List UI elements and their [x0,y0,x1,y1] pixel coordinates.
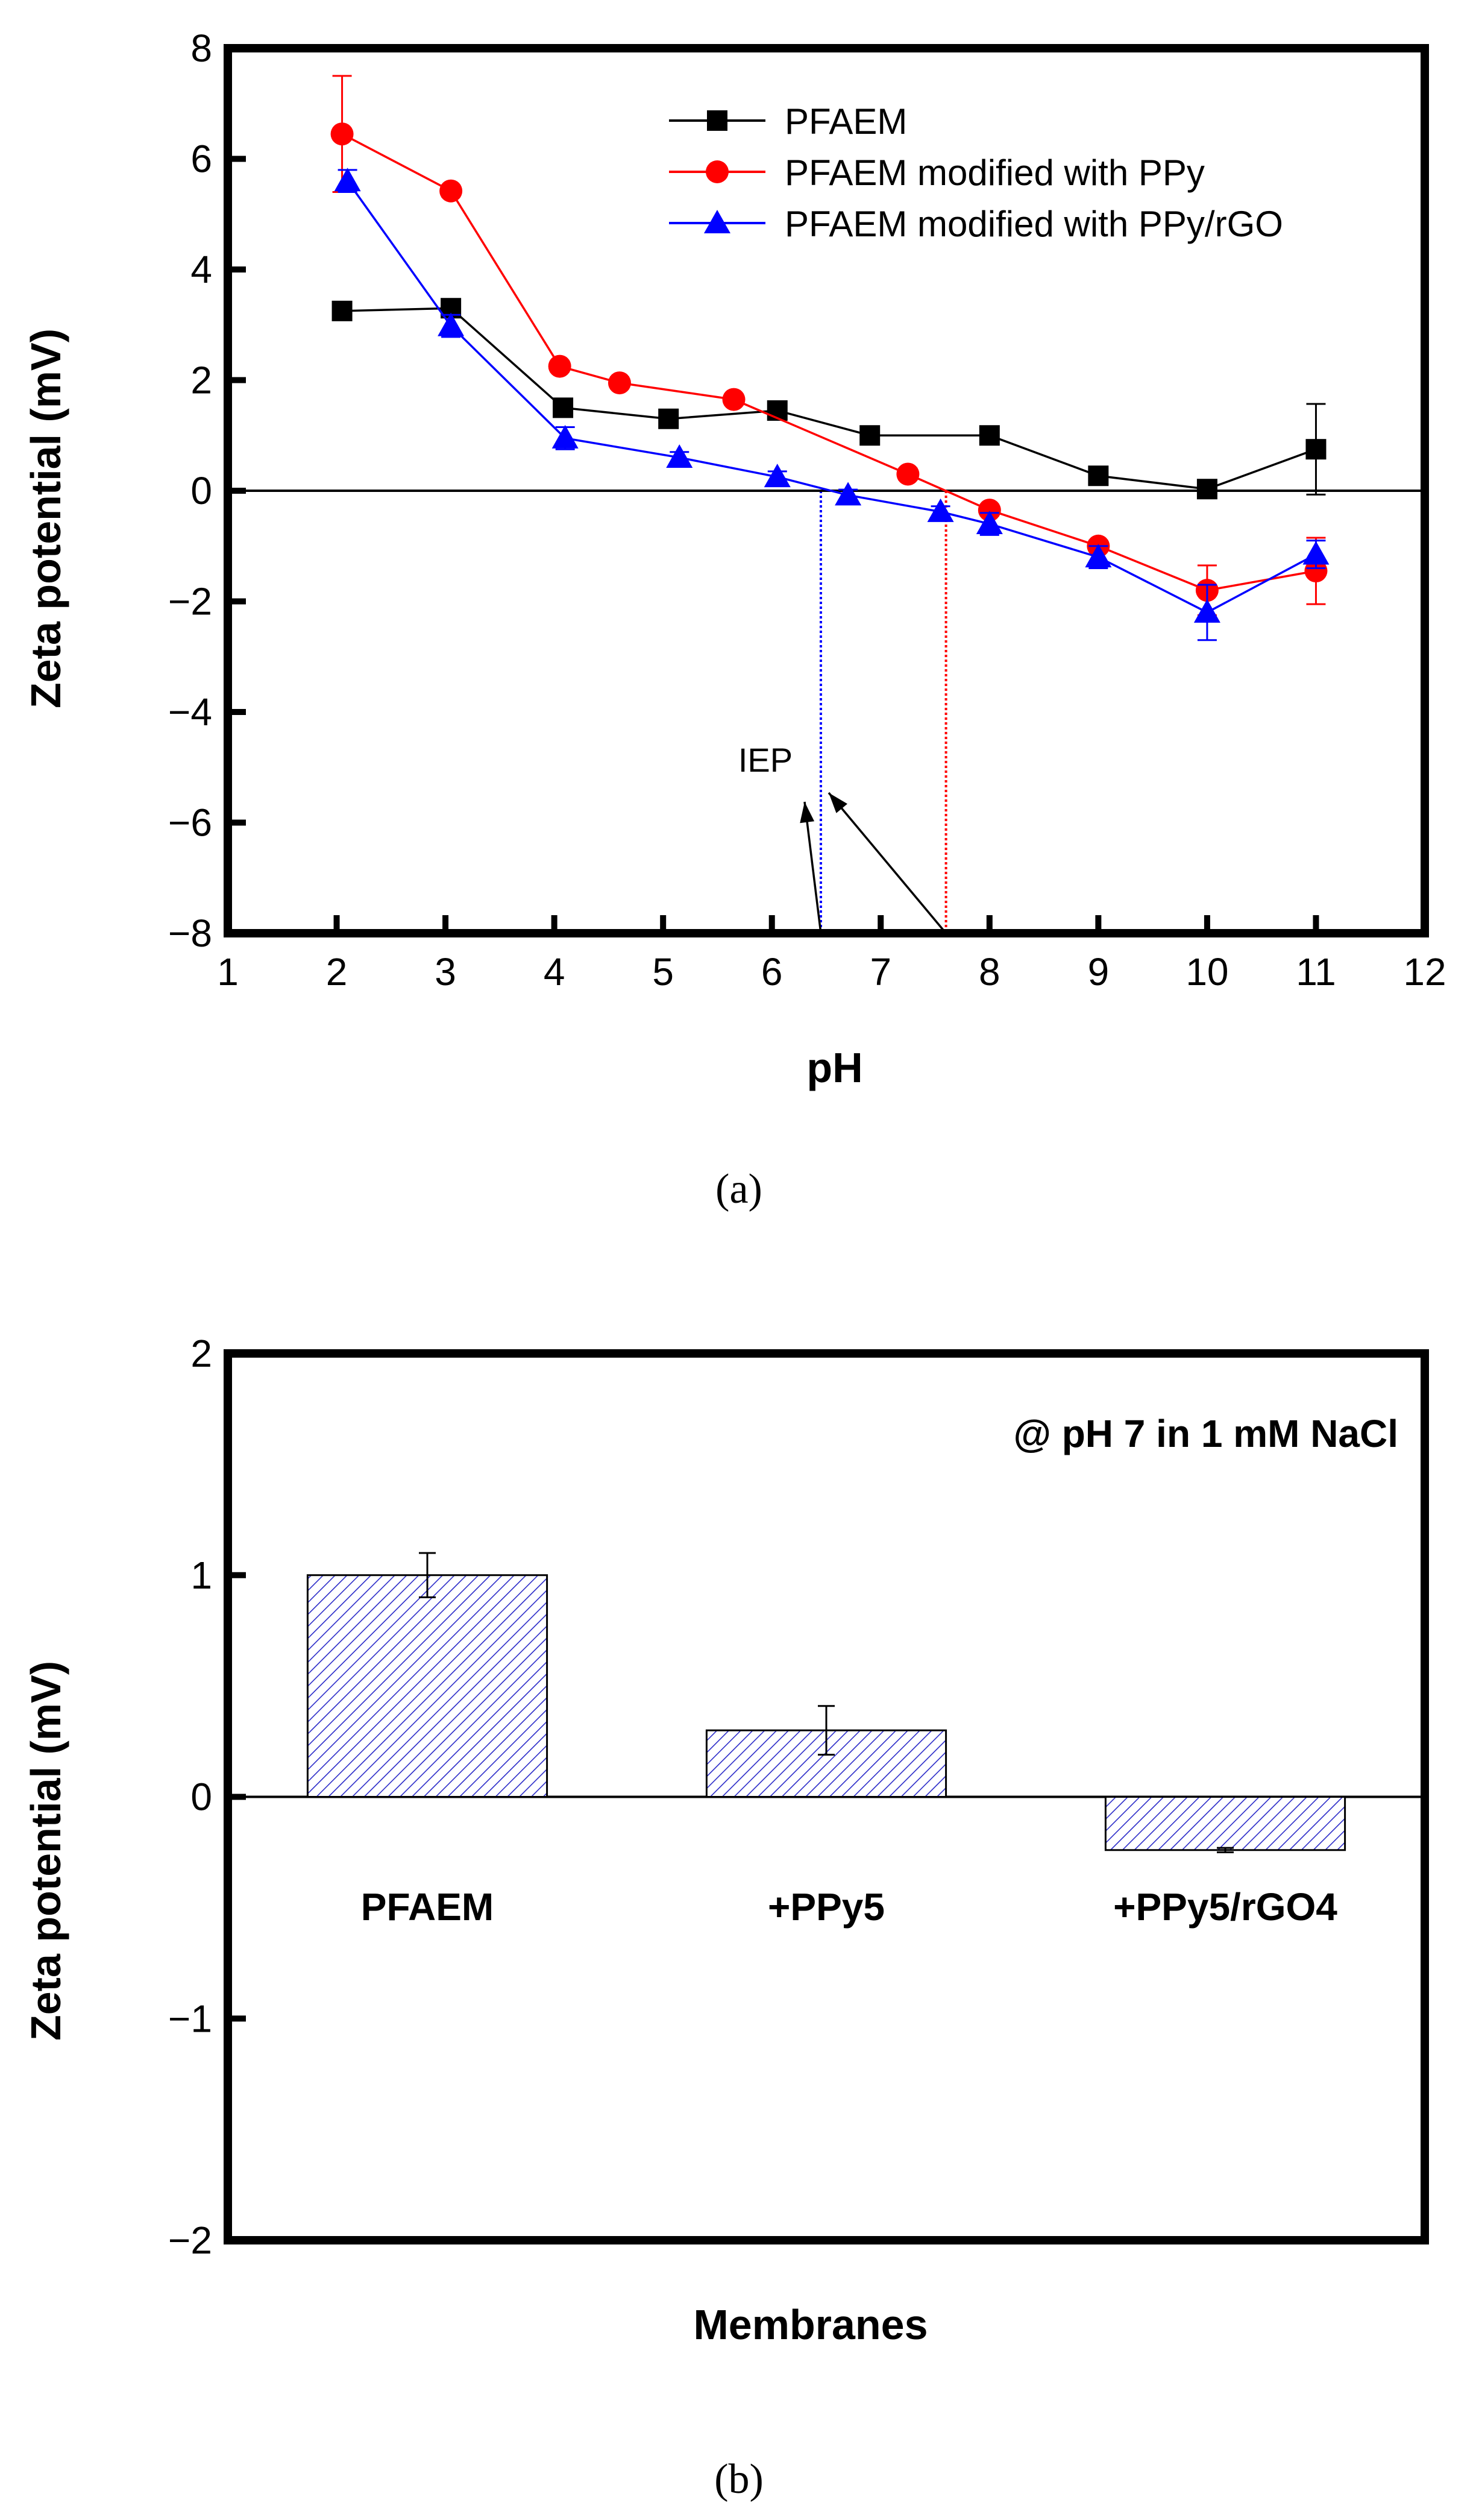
y-tick-label: 8 [190,27,212,70]
data-point [706,160,729,183]
x-tick-label: 12 [1403,950,1446,994]
data-point [978,499,1001,522]
y-tick-label: 0 [190,469,212,512]
bar [1104,1796,1346,1851]
y-tick-label: 1 [190,1554,212,1597]
x-tick-label: 9 [1088,950,1110,994]
x-axis-title: pH [806,1044,862,1091]
legend-label: PFAEM modified with PPy [785,153,1205,193]
y-tick-label: −6 [168,801,212,845]
data-point [1304,559,1328,583]
data-point [707,110,727,131]
legend-item-0: PFAEM [669,101,907,142]
x-tick-label: 10 [1186,950,1228,994]
x-tick-label: 5 [652,950,674,994]
y-tick-label: −2 [168,2219,212,2262]
data-point [976,511,1003,535]
panel-b-caption: (b) [714,2456,764,2503]
data-point [979,425,1000,446]
data-point [722,388,746,411]
bars-group: PFAEM +PPy5 +PPy5/rGO4 [306,1552,1346,1929]
x-tick-label: 7 [870,950,891,994]
data-point [1196,479,1217,500]
data-point [1302,541,1330,565]
x-tick-label: 11 [1296,950,1336,994]
data-point [1305,439,1327,460]
series-group [330,75,1330,641]
arrow-head [800,802,815,824]
series-line [342,307,1317,491]
iep-guides [819,491,947,933]
category-label: PFAEM [361,1885,494,1929]
arrow-shaft [828,792,947,934]
y-tick-label: −4 [168,690,212,734]
x-axis-title: Membranes [693,2301,928,2348]
y-tick-label: 0 [190,1775,212,1819]
iep-arrows [800,792,947,934]
y-tick-label: 6 [190,137,212,181]
series-0 [331,298,1327,500]
panel-a-caption: (a) [715,1166,762,1212]
category-label: +PPy5 [768,1885,885,1929]
y-tick-label: −1 [168,1997,212,2040]
data-point [927,498,954,522]
category-label: +PPy5/rGO4 [1113,1885,1337,1929]
data-point [553,397,574,418]
y-tick-label: 2 [190,359,212,402]
data-point [438,312,465,336]
data-point [551,424,579,449]
iep-annotation: IEP [738,741,793,779]
data-point [859,425,881,446]
series-line [347,180,1317,614]
legend-item-1: PFAEM modified with PPy [669,153,1205,193]
data-point [439,179,463,203]
series-1 [330,75,1328,616]
axis-ticks: −2 −1 0 1 2 [168,1332,246,2262]
data-point [1088,465,1109,487]
legend-label: PFAEM modified with PPy/rGO [785,204,1283,244]
y-tick-label: 4 [190,248,212,291]
data-point [1085,544,1112,568]
bar [306,1574,548,1798]
legend-item-2: PFAEM modified with PPy/rGO [669,204,1283,244]
condition-annotation: @ pH 7 in 1 mM NaCl [1014,1412,1399,1455]
legend-label: PFAEM [785,101,907,142]
bar-group-2: +PPy5/rGO4 [1104,1796,1346,1929]
series-line [341,133,1316,591]
series-2 [334,168,1330,641]
x-tick-label: 3 [435,950,456,994]
x-tick-label: 4 [544,950,565,994]
data-point [330,122,354,146]
x-tick-label: 6 [761,950,783,994]
data-point [608,371,631,395]
x-tick-label: 2 [326,950,348,994]
legend: PFAEM PFAEM modified with PPy PFAEM modifi… [669,101,1283,244]
x-tick-label: 1 [217,950,239,994]
y-tick-label: −2 [168,580,212,623]
arrow-head [829,793,848,813]
y-axis-title: Zeta potential (mV) [22,1661,69,2041]
y-tick-label: −8 [168,912,212,955]
data-point [666,444,693,468]
x-tick-label: 8 [979,950,1000,994]
panel-b-bar-chart: PFAEM +PPy5 +PPy5/rGO4 −2 −1 0 1 2 @ pH 7 in 1… [22,1332,1429,2503]
arrow-shaft [803,801,822,934]
y-axis-title: Zeta potential (mV) [22,329,69,708]
data-point [764,464,791,488]
bar-group-1: +PPy5 [705,1705,947,1929]
bar-group-0: PFAEM [306,1552,548,1929]
data-point [334,168,361,192]
y-tick-label: 2 [190,1332,212,1375]
data-point [896,462,920,486]
data-point [835,482,862,506]
data-point [331,300,353,321]
data-point [658,408,679,429]
data-point [1193,599,1220,623]
data-point [704,210,730,233]
data-point [548,354,571,378]
